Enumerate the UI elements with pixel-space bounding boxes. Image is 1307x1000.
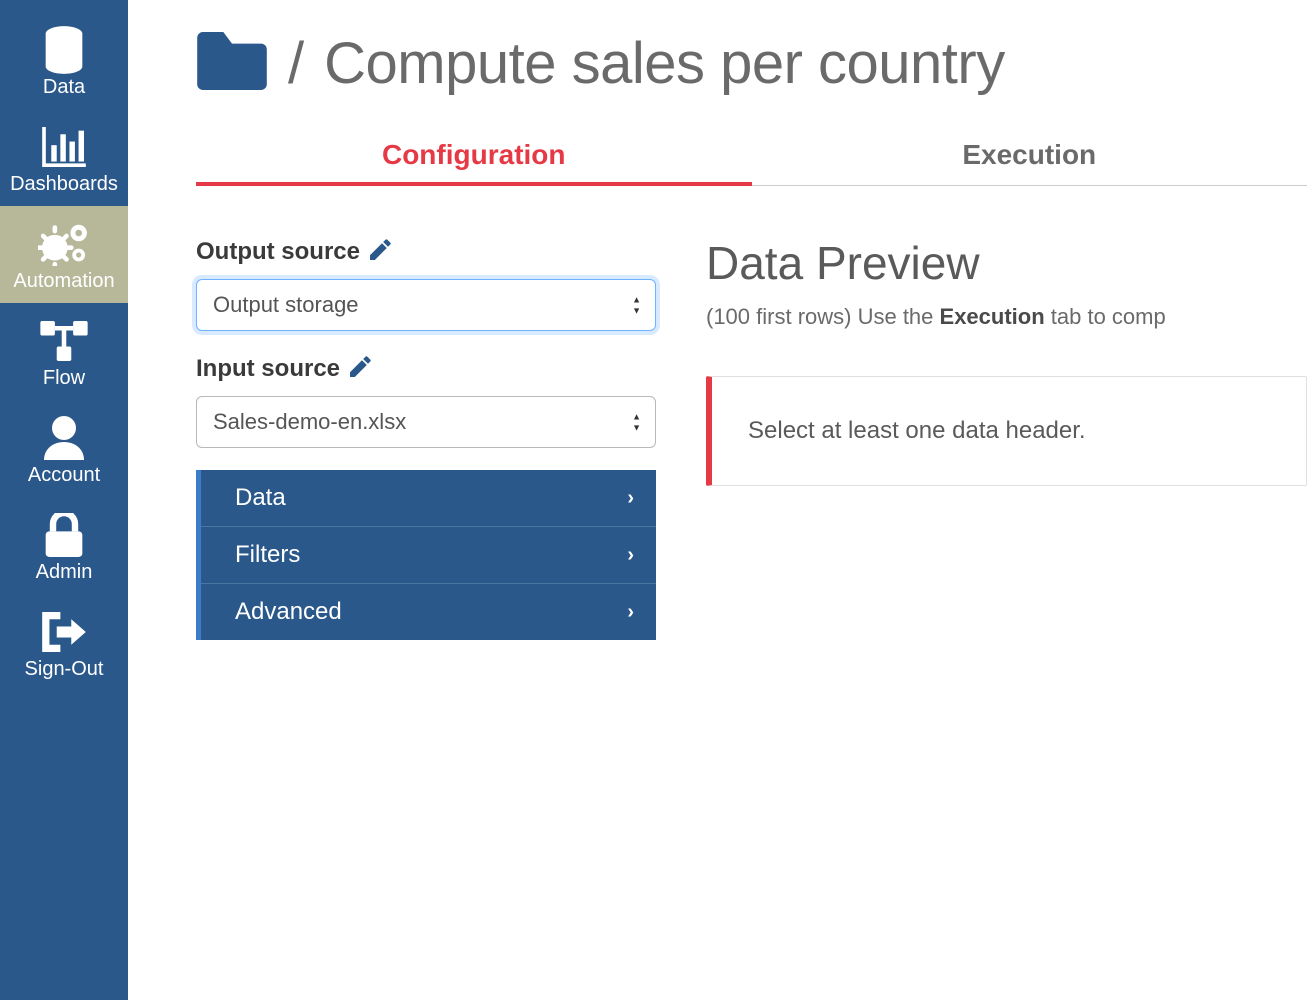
alert-message: Select at least one data header. bbox=[706, 376, 1307, 486]
accordion-item-data[interactable]: Data › bbox=[201, 470, 656, 527]
chevron-right-icon: › bbox=[627, 487, 634, 510]
select-arrows-icon bbox=[632, 295, 641, 316]
sidebar-item-account[interactable]: Account bbox=[0, 400, 128, 497]
edit-icon[interactable] bbox=[370, 236, 394, 267]
user-icon bbox=[44, 414, 84, 462]
output-source-select[interactable]: Output storage bbox=[196, 279, 656, 331]
sidebar-item-label: Admin bbox=[36, 561, 93, 584]
lock-icon bbox=[45, 511, 83, 559]
input-source-select[interactable]: Sales-demo-en.xlsx bbox=[196, 396, 656, 448]
chart-icon bbox=[42, 123, 86, 171]
sidebar-item-label: Account bbox=[28, 464, 100, 487]
breadcrumb-separator: / bbox=[288, 30, 304, 97]
sidebar-item-dashboards[interactable]: Dashboards bbox=[0, 109, 128, 206]
config-accordion: Data › Filters › Advanced › bbox=[196, 470, 656, 640]
accordion-item-filters[interactable]: Filters › bbox=[201, 527, 656, 584]
sidebar: Data Dashboards Automation Flow Account bbox=[0, 0, 128, 1000]
sidebar-item-data[interactable]: Data bbox=[0, 12, 128, 109]
chevron-right-icon: › bbox=[627, 601, 634, 624]
sidebar-item-automation[interactable]: Automation bbox=[0, 206, 128, 303]
database-icon bbox=[42, 26, 86, 74]
sidebar-item-label: Flow bbox=[43, 367, 85, 390]
sidebar-item-label: Sign-Out bbox=[25, 658, 104, 681]
input-source-label: Input source bbox=[196, 353, 656, 384]
tabs: Configuration Execution bbox=[196, 125, 1307, 186]
tab-execution[interactable]: Execution bbox=[752, 125, 1307, 185]
sidebar-item-label: Automation bbox=[13, 270, 114, 293]
flow-icon bbox=[39, 317, 89, 365]
breadcrumb: / Compute sales per country bbox=[196, 30, 1307, 97]
accordion-item-advanced[interactable]: Advanced › bbox=[201, 584, 656, 640]
edit-icon[interactable] bbox=[350, 353, 374, 384]
main-content: / Compute sales per country Configuratio… bbox=[128, 0, 1307, 1000]
output-source-label: Output source bbox=[196, 236, 656, 267]
chevron-right-icon: › bbox=[627, 544, 634, 567]
page-title: Compute sales per country bbox=[324, 30, 1005, 97]
preview-subtitle: (100 first rows) Use the Execution tab t… bbox=[706, 304, 1307, 330]
gears-icon bbox=[38, 220, 90, 268]
sidebar-item-admin[interactable]: Admin bbox=[0, 497, 128, 594]
tab-configuration[interactable]: Configuration bbox=[196, 125, 752, 185]
sidebar-item-signout[interactable]: Sign-Out bbox=[0, 594, 128, 691]
signout-icon bbox=[42, 608, 86, 656]
sidebar-item-flow[interactable]: Flow bbox=[0, 303, 128, 400]
preview-title: Data Preview bbox=[706, 236, 1307, 290]
folder-icon[interactable] bbox=[196, 32, 268, 95]
sidebar-item-label: Dashboards bbox=[10, 173, 118, 196]
select-arrows-icon bbox=[632, 412, 641, 433]
sidebar-item-label: Data bbox=[43, 76, 85, 99]
